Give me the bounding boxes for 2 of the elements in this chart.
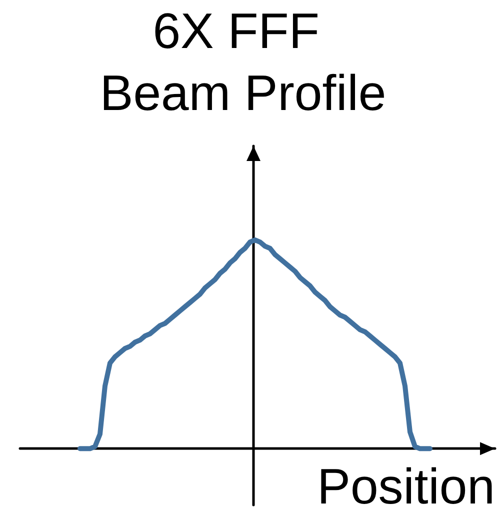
x-axis-title: Position — [317, 458, 495, 515]
chart-title: 6X FFF Beam Profile — [100, 3, 386, 121]
